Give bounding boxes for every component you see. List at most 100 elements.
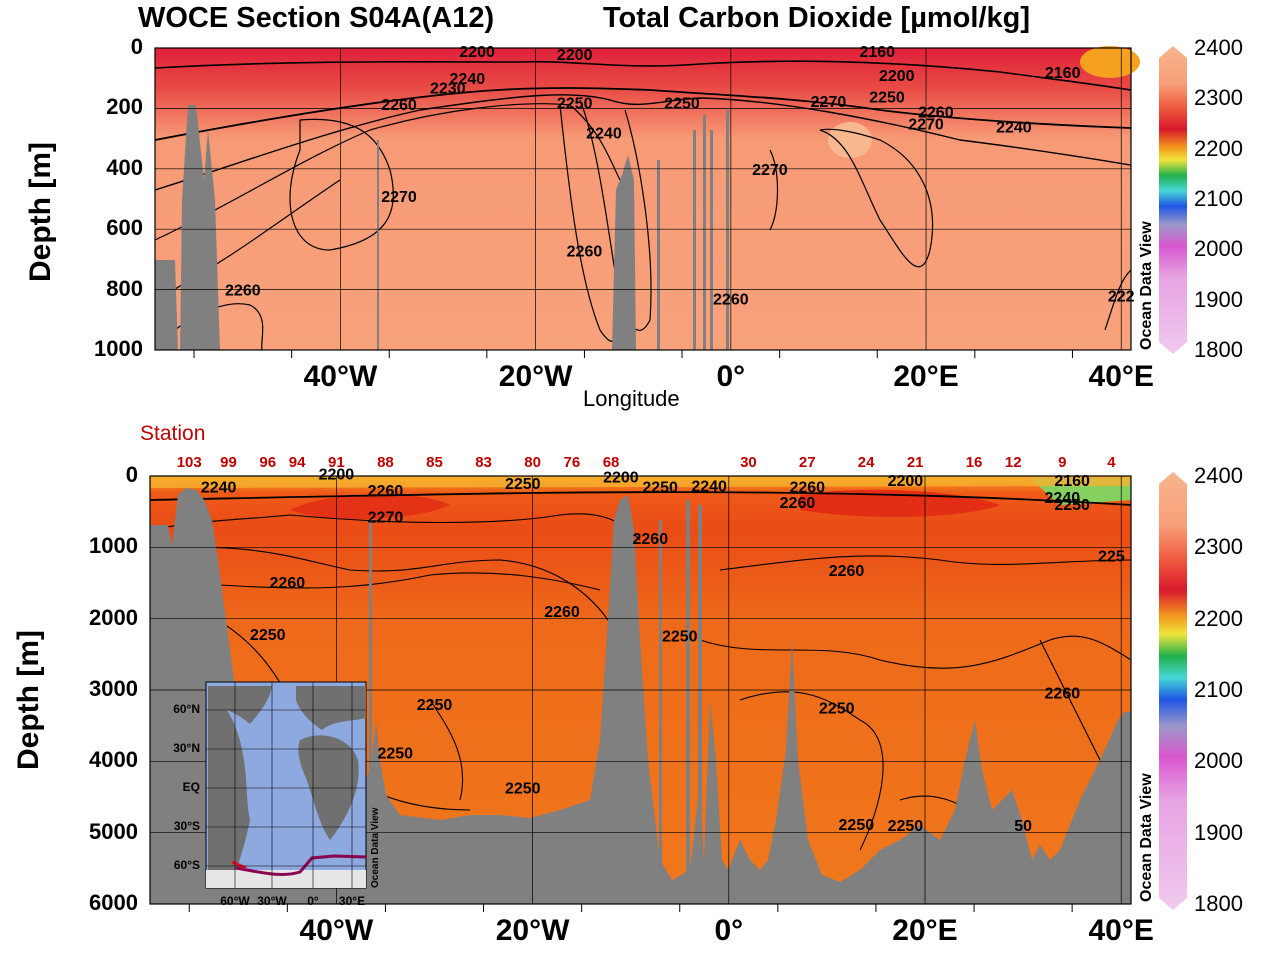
colorbar-tick-label: 2400 <box>1194 35 1243 60</box>
bottom-x-tick-marks <box>188 904 1073 912</box>
x-tick-label: 20°W <box>498 360 573 393</box>
station-number: 80 <box>524 454 541 471</box>
station-number: 99 <box>220 454 237 471</box>
inset-europe <box>296 686 366 730</box>
x-tick-label: 40°W <box>303 360 378 393</box>
contour-label: 2200 <box>459 44 495 61</box>
station-number: 16 <box>965 454 983 471</box>
contour-label: 2260 <box>829 563 865 580</box>
colorbar-tick-label: 1800 <box>1194 891 1243 916</box>
x-tick-label: 20°E <box>893 360 959 393</box>
inset-antarctica <box>206 870 366 888</box>
contour-label: 2250 <box>819 701 855 718</box>
x-tick-label: 0° <box>714 914 744 947</box>
inset-americas <box>208 699 250 872</box>
station-number: 96 <box>259 454 277 471</box>
contour-label: 2250 <box>642 479 678 496</box>
x-tick-label: 0° <box>716 360 746 393</box>
inset-section-track <box>235 854 367 877</box>
contour-label: 2270 <box>368 509 404 526</box>
inset-grid <box>206 682 366 888</box>
colorbar-tick-label: 2300 <box>1194 534 1243 560</box>
contour-label: 2240 <box>201 479 237 496</box>
contour-label: 2260 <box>713 292 749 309</box>
station-number: 4 <box>1107 454 1116 471</box>
contour-label: 2240 <box>996 120 1032 137</box>
x-tick-label: 40°E <box>1088 360 1154 393</box>
top-watermark: Ocean Data View <box>1138 221 1155 350</box>
inset-lon-label: 0° <box>307 894 319 908</box>
station-number: 12 <box>1004 454 1022 471</box>
contour-label: 2250 <box>417 697 453 714</box>
colorbar-tick-label: 2300 <box>1194 85 1243 111</box>
station-number: 85 <box>426 454 443 471</box>
top-plot-frame <box>154 47 1132 351</box>
colorbar-tick-label: 2400 <box>1194 463 1243 488</box>
colorbar-tick-label: 2200 <box>1194 605 1243 631</box>
contour-label: 2260 <box>918 104 954 121</box>
x-tick-label: 20°W <box>495 914 570 947</box>
y-tick-label: 2000 <box>89 604 138 630</box>
inset-start-marker <box>231 860 247 870</box>
inset-lat-label: 60°N <box>173 702 200 716</box>
contour-label: 2240 <box>1045 490 1081 507</box>
top-plot <box>154 46 1140 358</box>
contour-label: 2270 <box>381 189 417 206</box>
colorbar-tick-label: 2200 <box>1194 135 1243 161</box>
inset-lat-label: EQ <box>182 780 200 794</box>
colorbar-tick-label: 2100 <box>1194 186 1243 211</box>
station-number: 30 <box>740 454 757 471</box>
colorbar-tick-label: 2100 <box>1194 677 1243 702</box>
inset-lat-label: 30°N <box>173 741 200 755</box>
y-tick-label: 200 <box>106 94 143 120</box>
y-tick-label: 0 <box>130 34 143 59</box>
bottom-land <box>150 488 1131 904</box>
top-colorbar <box>1159 46 1187 354</box>
contour-label: 2250 <box>888 818 924 835</box>
inset-lat-label: 60°S <box>173 858 200 872</box>
bottom-watermark: Ocean Data View <box>1138 773 1155 902</box>
contour-label: 2260 <box>633 531 669 548</box>
colorbar-tick-label: 1900 <box>1194 819 1243 845</box>
contour-label: 2270 <box>752 162 788 179</box>
y-tick-label: 3000 <box>89 676 138 701</box>
bottom-surface-band <box>150 476 1131 488</box>
y-tick-label: 5000 <box>89 818 138 844</box>
contour-label: 2250 <box>377 745 413 762</box>
contour-label: 2160 <box>1054 473 1090 490</box>
station-number: 76 <box>563 454 581 471</box>
colorbar-tick-label: 2000 <box>1194 748 1243 774</box>
contour-label: 2240 <box>586 126 622 143</box>
contour-label: 2200 <box>557 47 593 64</box>
colorbar-tick-label: 1800 <box>1194 337 1243 362</box>
station-number: 88 <box>377 454 394 471</box>
y-tick-label: 1000 <box>94 336 143 361</box>
top-x-axis-label: Longitude <box>583 386 680 411</box>
contour-label: 2260 <box>270 575 306 592</box>
contour-label: 2200 <box>879 68 915 85</box>
contour-label: 2260 <box>780 495 816 512</box>
contour-label: 2260 <box>368 483 404 500</box>
inset-map <box>205 681 367 889</box>
y-tick-label: 600 <box>106 215 143 241</box>
inset-lon-label: 30°E <box>338 894 366 908</box>
contour-label: 2250 <box>869 89 905 106</box>
contour-label: 2270 <box>811 94 847 111</box>
contour-label: 2160 <box>1045 65 1081 82</box>
contour-label: 2250 <box>662 628 698 645</box>
bottom-colorbar <box>1159 472 1187 910</box>
x-tick-label: 40°E <box>1088 914 1154 947</box>
top-plot-field <box>155 48 1131 350</box>
y-tick-label: 0 <box>125 462 138 487</box>
contour-label: 2250 <box>505 476 541 493</box>
station-number: 94 <box>288 454 306 471</box>
station-number: 21 <box>906 454 924 471</box>
contour-label: 2250 <box>664 95 700 112</box>
contour-label: 2250 <box>250 627 286 644</box>
bottom-dark-patch-a <box>290 494 450 520</box>
inset-watermark: Ocean Data View <box>370 807 381 888</box>
inset-lat-label: 30°S <box>173 819 200 833</box>
contour-label: 2260 <box>544 604 580 621</box>
